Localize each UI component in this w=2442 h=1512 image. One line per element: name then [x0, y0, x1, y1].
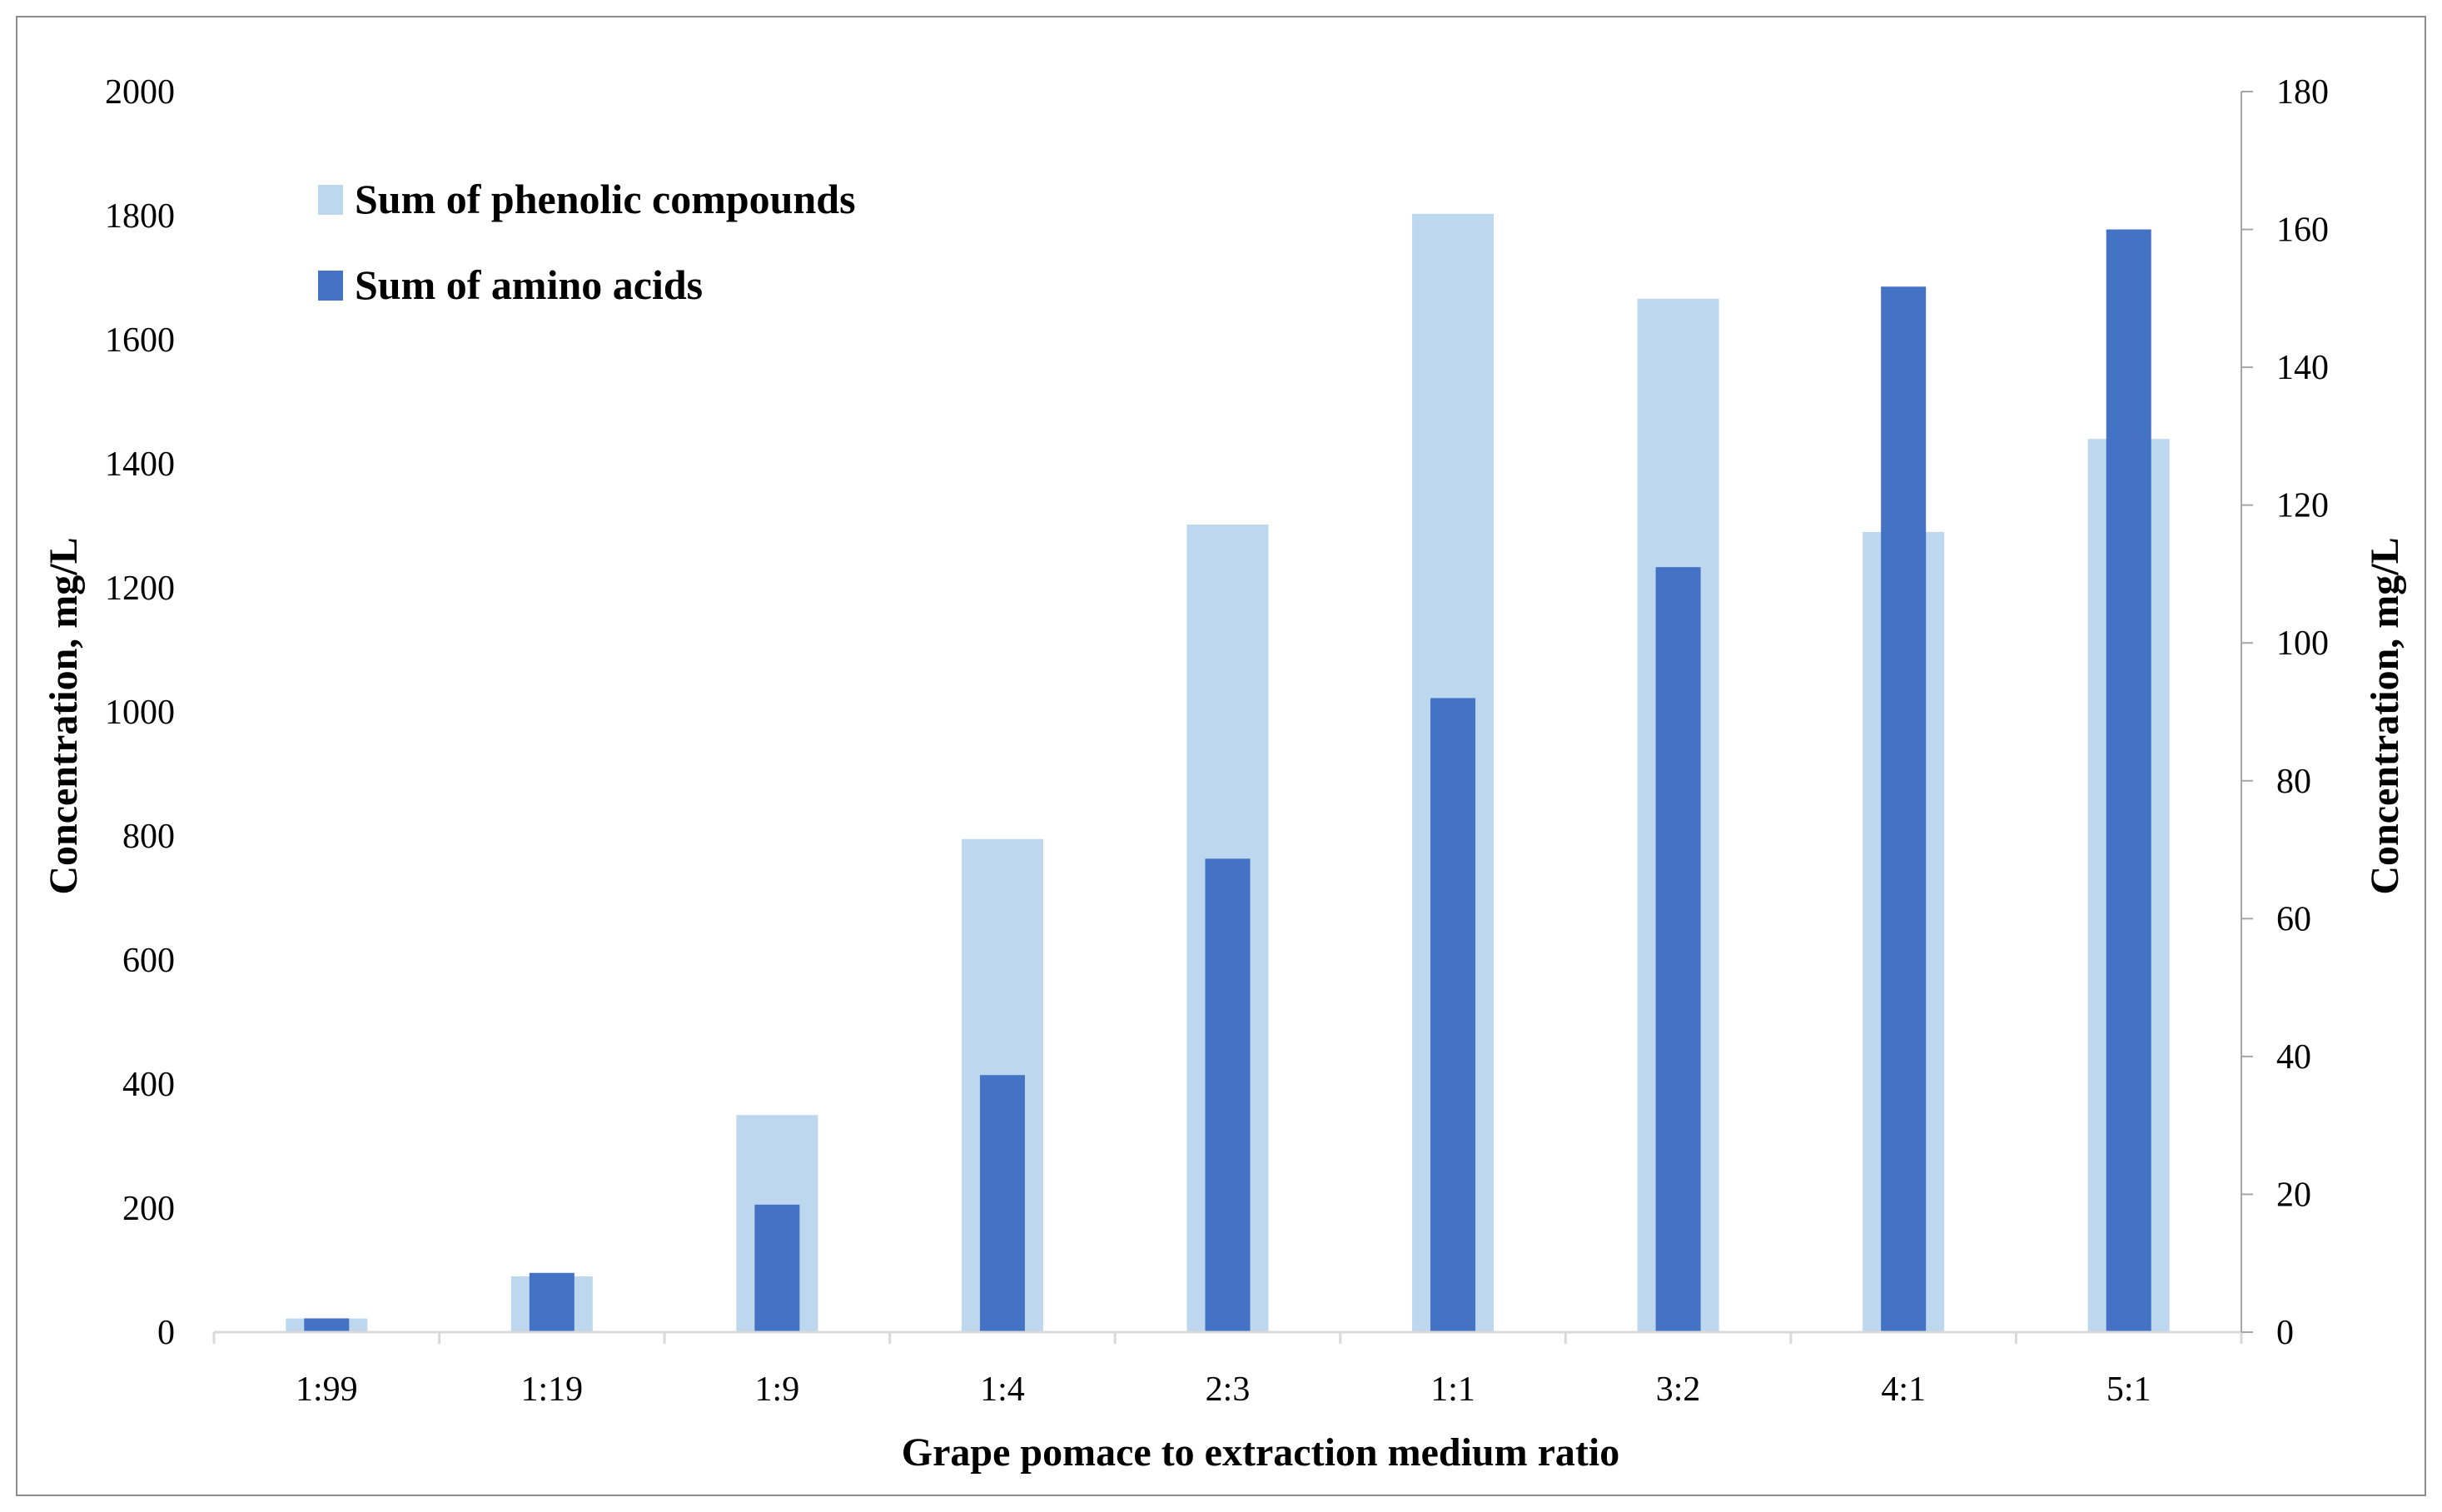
y-tick-label: 400	[122, 1066, 175, 1104]
y-tick-label: 200	[122, 1190, 175, 1228]
y2-tick-label: 120	[2276, 487, 2329, 525]
y-tick-label: 1200	[105, 569, 175, 608]
y2-tick-label: 180	[2276, 73, 2329, 112]
y-tick-label: 600	[122, 942, 175, 980]
bar-amino-1-9	[754, 1204, 800, 1332]
x-tick-label: 4:1	[1881, 1370, 1926, 1409]
y2-tick-label: 100	[2276, 624, 2329, 663]
y-tick-label: 800	[122, 818, 175, 856]
x-tick-label: 1:99	[296, 1370, 358, 1409]
y2-tick-label: 60	[2276, 900, 2311, 938]
bar-amino-2-3	[1205, 858, 1251, 1332]
legend-swatch	[318, 271, 343, 301]
y2-tick-label: 140	[2276, 349, 2329, 387]
y2-tick-label: 40	[2276, 1038, 2311, 1077]
y-tick-label: 1000	[105, 694, 175, 732]
legend-label: Sum of amino acids	[355, 261, 703, 308]
legend-label: Sum of phenolic compounds	[355, 176, 856, 222]
y2-axis-title: Concentration, mg/L	[2363, 537, 2407, 894]
y2-tick-label: 80	[2276, 763, 2311, 801]
y2-tick-label: 0	[2276, 1314, 2294, 1352]
x-tick-label: 5:1	[2106, 1370, 2151, 1409]
y2-tick-label: 160	[2276, 211, 2329, 250]
y-tick-label: 1800	[105, 197, 175, 236]
y-tick-label: 0	[157, 1314, 175, 1352]
y-tick-label: 2000	[105, 73, 175, 112]
x-tick-label: 3:2	[1656, 1370, 1701, 1409]
axes: 1:99 1:19 1:9 1:4 2:3 1:1 3:2 4:1 5:102004006008…	[105, 73, 2329, 1409]
legend: Sum of phenolic compounds Sum of amino ac…	[318, 176, 856, 308]
bar-amino-1-19	[529, 1272, 574, 1332]
x-axis-title: Grape pomace to extraction medium ratio	[902, 1430, 1619, 1475]
x-tick-label: 2:3	[1206, 1370, 1251, 1409]
y-axis-title: Concentration, mg/L	[42, 537, 86, 894]
bar-amino-1-99	[304, 1318, 350, 1332]
bar-amino-5-1	[2106, 229, 2151, 1332]
y-tick-label: 1600	[105, 321, 175, 360]
bar-amino-3-2	[1655, 567, 1701, 1332]
x-tick-label: 1:19	[520, 1370, 583, 1409]
legend-swatch	[318, 185, 343, 215]
bar-amino-1-4	[979, 1075, 1025, 1332]
x-tick-label: 1:1	[1430, 1370, 1475, 1409]
bar-amino-1-1	[1430, 698, 1476, 1332]
amino-acid-bars	[304, 229, 2151, 1332]
x-tick-label: 1:4	[980, 1370, 1025, 1409]
y-tick-label: 1400	[105, 445, 175, 484]
bar-amino-4-1	[1881, 286, 1927, 1332]
x-tick-label: 1:9	[755, 1370, 800, 1409]
y2-tick-label: 20	[2276, 1176, 2311, 1214]
